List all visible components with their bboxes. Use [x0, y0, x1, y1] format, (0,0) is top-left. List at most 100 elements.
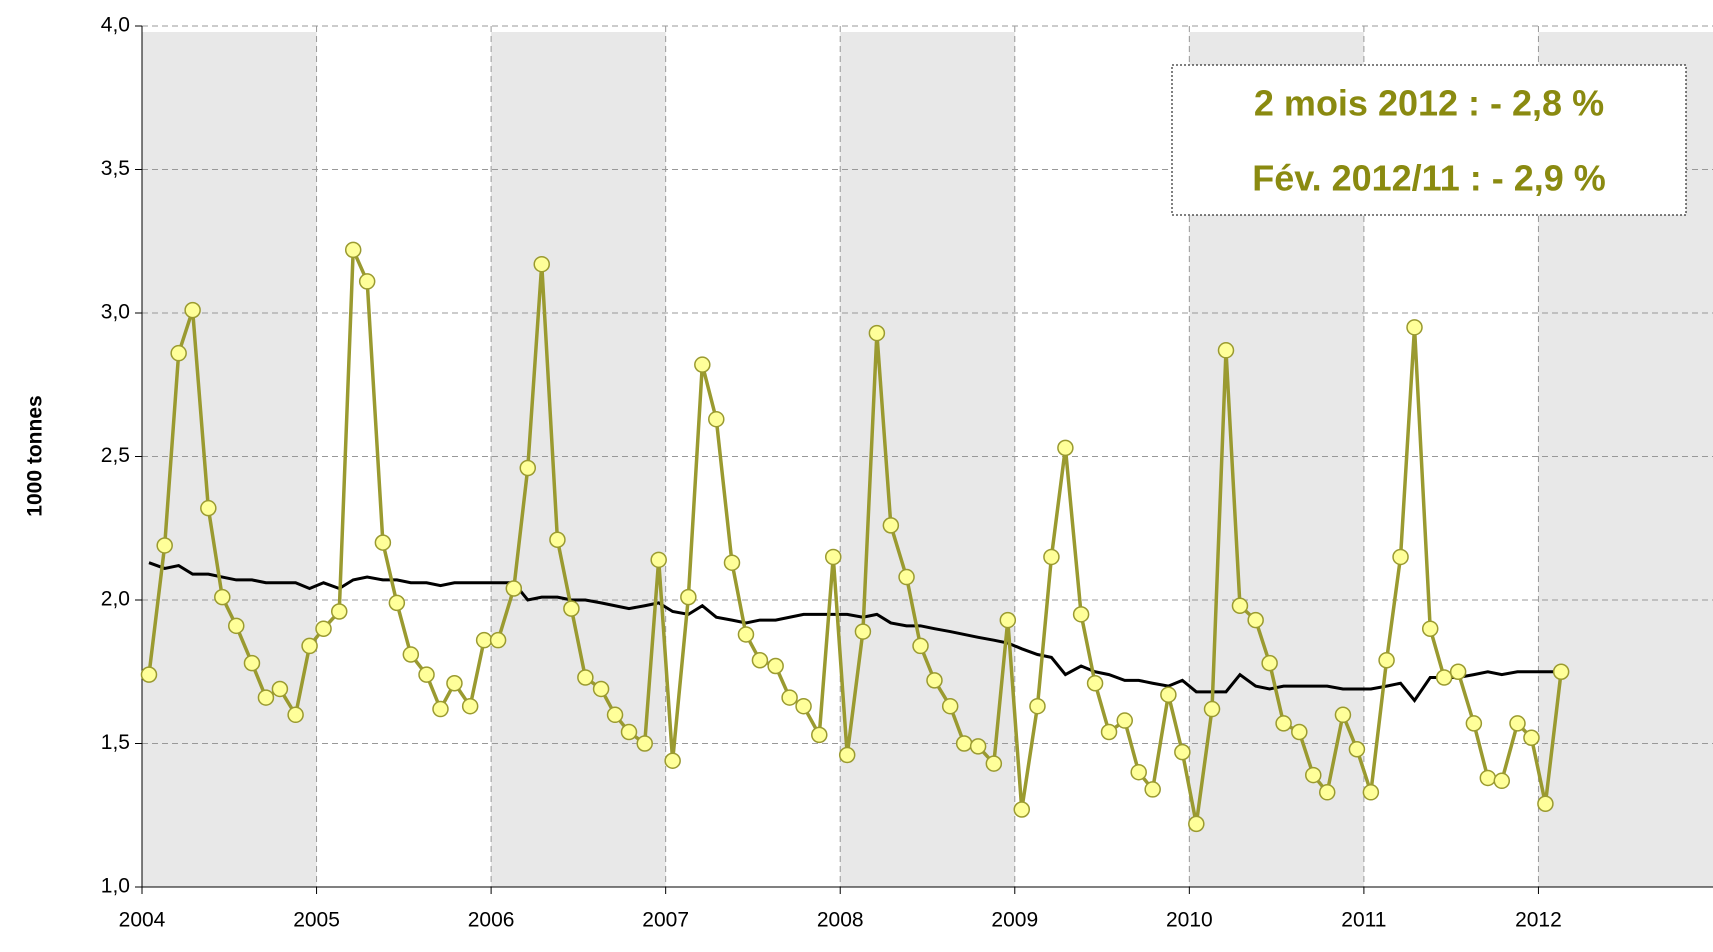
- data-point: [1160, 686, 1177, 703]
- data-point: [374, 534, 392, 551]
- y-tick-label: 3,0: [101, 301, 130, 324]
- data-point: [1029, 697, 1046, 715]
- data-point: [1537, 795, 1554, 813]
- data-point: [620, 723, 638, 741]
- data-point: [854, 623, 872, 640]
- data-point: [243, 654, 261, 672]
- data-point: [1479, 769, 1497, 787]
- data-point: [941, 697, 959, 715]
- x-tick-label: 2011: [1341, 909, 1386, 932]
- data-point: [257, 689, 275, 706]
- data-point: [1348, 740, 1366, 758]
- data-point: [1523, 729, 1540, 747]
- data-point: [912, 637, 929, 655]
- data-point: [824, 548, 842, 566]
- x-tick-label: 2005: [293, 909, 340, 932]
- data-point: [140, 666, 158, 683]
- data-point: [1305, 766, 1322, 784]
- data-point: [1086, 674, 1104, 692]
- data-point: [664, 752, 681, 769]
- data-point: [636, 735, 653, 752]
- data-point: [489, 631, 507, 649]
- data-point: [200, 499, 217, 517]
- data-point: [475, 631, 493, 649]
- data-point: [1378, 652, 1395, 669]
- data-point: [1231, 597, 1249, 614]
- data-point: [1174, 743, 1191, 761]
- data-point: [1144, 781, 1161, 798]
- data-point: [1275, 715, 1292, 732]
- data-point: [1449, 663, 1467, 680]
- y-tick-label: 1,5: [101, 731, 130, 754]
- data-point: [358, 273, 376, 290]
- data-point: [1130, 763, 1147, 781]
- data-point: [781, 689, 798, 706]
- data-point: [1392, 548, 1409, 566]
- data-point: [1465, 715, 1483, 732]
- data-point: [315, 620, 332, 637]
- data-point: [1421, 620, 1439, 637]
- data-point: [1188, 815, 1205, 833]
- data-point: [563, 600, 580, 617]
- data-point: [650, 551, 667, 569]
- x-tick-label: 2004: [119, 909, 166, 932]
- data-point: [519, 459, 537, 477]
- data-point: [1043, 548, 1060, 566]
- data-point: [1334, 706, 1352, 724]
- x-tick-label: 2008: [817, 909, 864, 932]
- data-point: [402, 646, 420, 663]
- data-point: [999, 611, 1017, 629]
- data-point: [577, 669, 594, 686]
- data-point: [985, 755, 1003, 772]
- data-point: [1435, 669, 1453, 686]
- data-point: [1261, 654, 1278, 672]
- data-point: [592, 680, 610, 698]
- data-point: [708, 410, 725, 428]
- x-tick-label: 2007: [642, 909, 689, 932]
- data-point: [287, 706, 304, 724]
- data-point: [271, 680, 289, 698]
- data-point: [1116, 712, 1133, 729]
- data-point: [606, 706, 624, 724]
- data-point: [882, 517, 900, 534]
- x-tick-label: 2009: [991, 909, 1038, 932]
- x-tick-label: 2010: [1166, 909, 1213, 932]
- data-point: [156, 537, 173, 554]
- y-tick-label: 1,0: [101, 875, 130, 898]
- data-point: [955, 735, 973, 752]
- y-tick-label: 4,0: [101, 14, 130, 37]
- x-tick-label: 2012: [1515, 909, 1562, 932]
- y-tick-label: 2,0: [101, 588, 130, 611]
- data-point: [694, 356, 711, 373]
- data-point: [1318, 784, 1336, 801]
- data-point: [1552, 663, 1570, 680]
- data-point: [418, 666, 435, 683]
- data-point: [446, 674, 463, 692]
- series-line: [148, 561, 1562, 703]
- year-band: [491, 32, 666, 887]
- y-axis-label: 1000 tonnes: [24, 395, 47, 516]
- data-point: [811, 726, 828, 744]
- data-point: [1203, 700, 1221, 718]
- data-point: [505, 580, 523, 597]
- y-tick-label: 2,5: [101, 444, 130, 467]
- data-point: [1100, 723, 1118, 741]
- data-point: [838, 746, 856, 764]
- data-point: [184, 301, 201, 319]
- data-point: [533, 255, 550, 273]
- data-point: [1013, 801, 1031, 818]
- data-point: [1217, 342, 1235, 359]
- x-tick-label: 2006: [468, 909, 515, 932]
- data-point: [926, 672, 943, 689]
- annotation-box: [1171, 64, 1687, 216]
- data-point: [1291, 723, 1308, 741]
- data-point: [432, 700, 449, 718]
- data-point: [1509, 715, 1526, 732]
- data-point: [461, 697, 479, 715]
- data-point: [1406, 319, 1423, 336]
- data-point: [868, 324, 886, 342]
- data-point: [795, 697, 812, 715]
- data-point: [330, 603, 348, 620]
- data-point: [1247, 611, 1264, 629]
